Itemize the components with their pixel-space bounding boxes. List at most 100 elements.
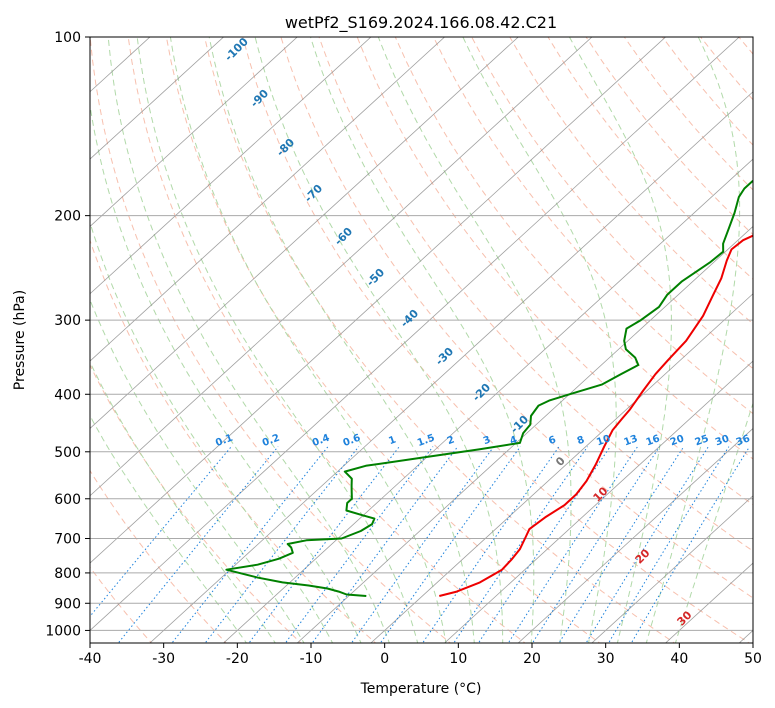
adiabat-label: -20 (470, 381, 493, 404)
moist-adiabat-line (90, 298, 305, 643)
dry-adiabat-line (0, 37, 4, 645)
plot-frame (89, 36, 754, 644)
mixing-ratio-label: 6 (547, 434, 557, 447)
dry-adiabat-line (165, 37, 601, 643)
adiabat-label: -30 (433, 345, 456, 368)
x-tick-label: 50 (744, 651, 762, 667)
mixing-ratio-line (204, 446, 360, 643)
x-tick-label: 30 (597, 651, 615, 667)
y-tick-label: 900 (54, 596, 81, 612)
dry-adiabat-line (127, 37, 526, 643)
mixing-ratio-label: 1.5 (416, 433, 436, 449)
moist-adiabat-line (208, 37, 475, 643)
y-tick-label: 700 (54, 532, 81, 548)
mixing-ratio-label: 16 (645, 433, 662, 448)
mixing-ratio-line (90, 446, 232, 618)
y-tick-label: 1000 (45, 623, 81, 639)
isotherm-line (90, 37, 519, 429)
background-lines (0, 37, 753, 645)
isotherm-line (90, 37, 298, 227)
axes: -40 -30 -20 -10 0 10 20 30 40 5010020030040050060… (45, 30, 762, 667)
adiabat-label: -60 (332, 225, 355, 248)
data-series (225, 179, 753, 597)
temperature-profile-line (439, 234, 753, 597)
dry-adiabat-line (585, 37, 753, 236)
isotherm-line (738, 629, 753, 643)
mixing-ratio-line (585, 446, 709, 643)
mixing-ratio-label: 0.6 (342, 433, 362, 449)
mixing-ratio-line (117, 446, 279, 643)
dry-adiabat-line (356, 37, 753, 506)
adiabat-label: 30 (675, 608, 695, 628)
mixing-ratio-line (422, 446, 560, 643)
dry-adiabat-line (90, 469, 227, 643)
mixing-ratio-label: 30 (714, 433, 731, 448)
mixing-ratio-line (558, 446, 685, 643)
mixing-ratio-label: 3 (482, 434, 492, 447)
mixing-ratio-label: 10 (595, 433, 612, 448)
isotherm-line (90, 37, 667, 564)
isotherm-line (664, 562, 753, 643)
isotherm-line (149, 91, 753, 643)
x-tick-label: 10 (449, 651, 467, 667)
x-tick-label: -10 (300, 651, 323, 667)
mixing-ratio-label: 0.4 (311, 433, 331, 449)
x-tick-label: -40 (79, 651, 102, 667)
dry-adiabat-line (280, 37, 753, 599)
isotherm-line (591, 495, 753, 643)
isotherm-line (443, 360, 753, 643)
mixing-ratio-label: 2 (446, 434, 456, 447)
dry-adiabat-line (242, 37, 751, 643)
x-tick-label: 40 (670, 651, 688, 667)
y-tick-label: 600 (54, 492, 81, 508)
isotherm-line (90, 37, 593, 497)
y-tick-label: 200 (54, 209, 81, 225)
moist-adiabat-line (90, 220, 334, 643)
y-tick-label: 300 (54, 313, 81, 329)
adiabat-label: 10 (591, 484, 611, 504)
moist-adiabat-line (90, 102, 362, 643)
dewpoint-profile-line (225, 179, 753, 597)
mixing-ratio-line (171, 446, 329, 643)
mixing-ratio-label: 0.2 (261, 433, 281, 449)
dry-adiabat-line (318, 37, 753, 552)
dry-adiabat-line (662, 37, 753, 146)
x-tick-label: -20 (226, 651, 249, 667)
mixing-ratio-line (608, 446, 730, 643)
moist-adiabat-line (254, 37, 504, 643)
isotherm-line (90, 37, 372, 295)
x-axis-label: Temperature (°C) (360, 681, 482, 697)
mixing-ratio-label: 8 (576, 434, 586, 447)
mixing-ratio-line (248, 446, 400, 643)
adiabat-label: -90 (248, 87, 271, 110)
mixing-ratio-line (531, 446, 661, 643)
moist-adiabat-line (462, 37, 617, 643)
dry-adiabat-line (547, 37, 753, 280)
mixing-ratio-label: 25 (693, 433, 710, 448)
moist-adiabat-line (645, 37, 741, 643)
moist-adiabat-line (568, 37, 672, 643)
adiabat-label: -40 (398, 307, 421, 330)
adiabat-label: -70 (302, 182, 325, 205)
isotherm-line (90, 37, 225, 160)
dry-adiabat-line (90, 37, 452, 643)
dry-adiabat-line (90, 238, 377, 643)
isotherm-line (370, 293, 753, 643)
dry-adiabat-line (738, 37, 753, 55)
mixing-ratio-line (350, 446, 495, 643)
mixing-ratio-label: 4 (508, 434, 518, 447)
y-tick-label: 100 (54, 30, 81, 46)
y-tick-label: 800 (54, 566, 81, 582)
mixing-ratio-label: 13 (623, 433, 640, 448)
moist-adiabat-line (107, 37, 390, 643)
isotherm-line (90, 37, 740, 631)
isotherm-line (296, 225, 753, 643)
mixing-ratio-label: 36 (735, 433, 752, 448)
chart-title: wetPf2_S169.2024.166.08.42.C21 (285, 13, 557, 33)
isotherm-line (222, 158, 753, 643)
x-tick-label: 0 (380, 651, 389, 667)
y-tick-label: 500 (54, 445, 81, 461)
y-axis-label: Pressure (hPa) (12, 290, 28, 390)
mixing-ratio-label: 0.1 (214, 433, 234, 449)
